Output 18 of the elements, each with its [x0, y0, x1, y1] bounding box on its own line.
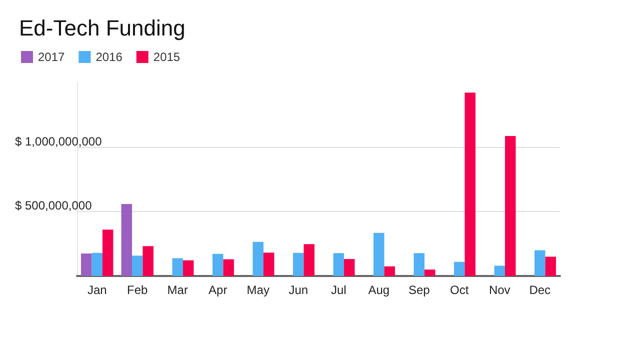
x-tick-label: Apr: [208, 283, 228, 297]
legend-label: 2017: [38, 50, 66, 64]
y-tick-label: $ 1,000,000,000: [15, 134, 102, 148]
x-tick-label: Aug: [368, 283, 390, 297]
y-tick-label: $ 500,000,000: [15, 198, 92, 213]
legend-label: 2016: [96, 50, 123, 64]
x-tick-label: Jan: [87, 283, 107, 297]
x-tick-label: Dec: [529, 283, 551, 297]
x-tick-label: Jun: [288, 283, 308, 297]
x-tick-label: Oct: [450, 283, 470, 297]
chart-title: Ed-Tech Funding: [19, 16, 186, 40]
x-tick-label: Sep: [408, 283, 430, 297]
x-tick-label: Nov: [488, 283, 510, 297]
x-tick-label: Jul: [330, 283, 346, 297]
legend-label: 2015: [153, 50, 180, 64]
x-tick-label: Mar: [167, 283, 188, 297]
x-tick-label: Feb: [127, 283, 148, 297]
x-tick-label: May: [246, 283, 270, 297]
